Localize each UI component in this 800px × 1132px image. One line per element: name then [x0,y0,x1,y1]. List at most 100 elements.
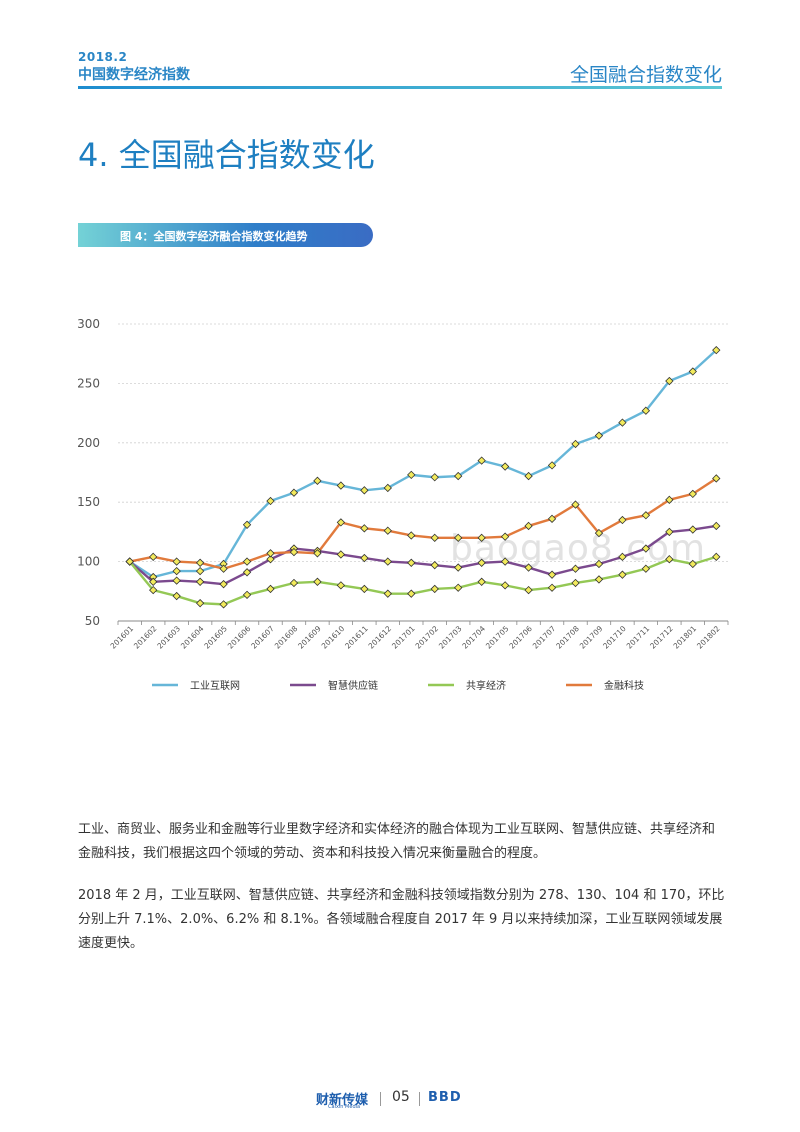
data-point [594,431,604,440]
data-point [195,566,205,576]
data-point [454,471,463,481]
series-line [128,524,717,586]
data-point [149,585,158,595]
data-point [195,558,205,567]
data-point [500,557,510,566]
x-tick-label: 201710 [601,624,628,651]
y-tick-label: 250 [77,376,100,390]
data-point [594,575,604,584]
x-tick-label: 201712 [648,624,675,651]
data-point [547,514,557,523]
data-point [688,559,697,569]
legend-label: 共享经济 [466,679,506,692]
y-tick-label: 150 [77,495,100,509]
footer-separator-right [419,1092,420,1106]
section-title: 4. 全国融合指数变化 [78,136,375,174]
data-point [618,570,627,579]
x-tick-label: 201606 [226,624,253,651]
x-tick-label: 201707 [531,624,558,651]
data-point [594,559,604,569]
series-line [129,477,717,570]
header-section-name: 全国融合指数变化 [569,64,722,86]
series-line [128,555,717,606]
data-point [524,521,533,531]
data-point [313,476,322,485]
x-tick-label: 201704 [460,624,487,651]
x-tick-label: 201701 [390,624,417,651]
header-divider [78,86,722,89]
data-point [219,600,228,609]
figure-banner: 图 4：全国数字经济融合指数变化趋势 [78,223,373,247]
data-point [500,462,510,471]
data-point [618,418,627,427]
data-point [571,500,580,509]
data-point [665,376,674,386]
data-point [665,555,674,564]
data-point [336,518,346,527]
x-tick-label: 201801 [672,624,699,651]
data-point [712,345,721,355]
data-point [289,488,299,497]
legend-label: 工业互联网 [190,680,240,692]
data-point [547,583,557,592]
x-tick-label: 201612 [367,624,394,651]
data-point [289,547,299,557]
data-point [641,511,651,520]
data-point [172,566,181,576]
data-point [712,552,721,562]
data-point [524,585,533,595]
footer: 财新传媒 Caixin Media 05 BBD [0,1087,800,1111]
paragraph-1: 工业、商贸业、服务业和金融等行业里数字经济和实体经济的融合体现为工业互联网、智慧… [78,822,716,861]
data-point [360,486,369,495]
data-point [454,583,463,592]
x-tick-label: 201706 [507,624,534,651]
data-point [195,599,205,608]
data-point [336,550,346,559]
data-point [219,564,228,573]
data-point [149,577,158,586]
data-point [242,557,252,566]
x-tick-label: 201711 [625,624,652,651]
data-point [712,474,721,483]
data-point [383,589,392,598]
data-point [618,552,627,562]
data-point [407,589,416,598]
data-point [172,576,181,585]
data-point [242,568,252,577]
data-point [242,590,252,600]
x-tick-label: 201605 [202,624,229,651]
x-tick-label: 201702 [414,624,441,651]
data-point [266,584,275,594]
data-point [524,563,533,572]
data-point [571,564,580,573]
data-point [242,520,252,529]
data-point [266,496,275,506]
data-point [547,570,557,579]
data-point [407,558,416,567]
x-tick-label: 201611 [343,624,370,651]
data-point [313,549,322,558]
paragraph-2: 2018 年 2 月，工业互联网、智慧供应链、共享经济和金融科技领域指数分别为 … [78,888,725,951]
data-point [571,439,580,449]
data-point [336,481,346,490]
footer-separator-left [380,1092,381,1106]
x-tick-label: 201708 [554,624,581,651]
data-point [430,584,439,594]
x-tick-label: 201607 [249,624,276,651]
data-point [477,533,486,543]
y-tick-label: 100 [77,555,100,569]
data-point [641,406,651,415]
publisher-logo-sub: Caixin Media [328,1104,361,1110]
header-report-title: 中国数字经济指数 [78,67,190,83]
data-point [430,533,439,543]
data-point [149,552,158,562]
data-point [360,524,369,533]
y-tick-label: 200 [77,436,100,450]
data-point [454,533,463,543]
data-point [219,580,228,589]
data-point [383,557,392,566]
data-point [360,553,369,563]
data-point [336,581,346,590]
data-point [500,532,510,541]
y-tick-label: 50 [85,614,100,628]
